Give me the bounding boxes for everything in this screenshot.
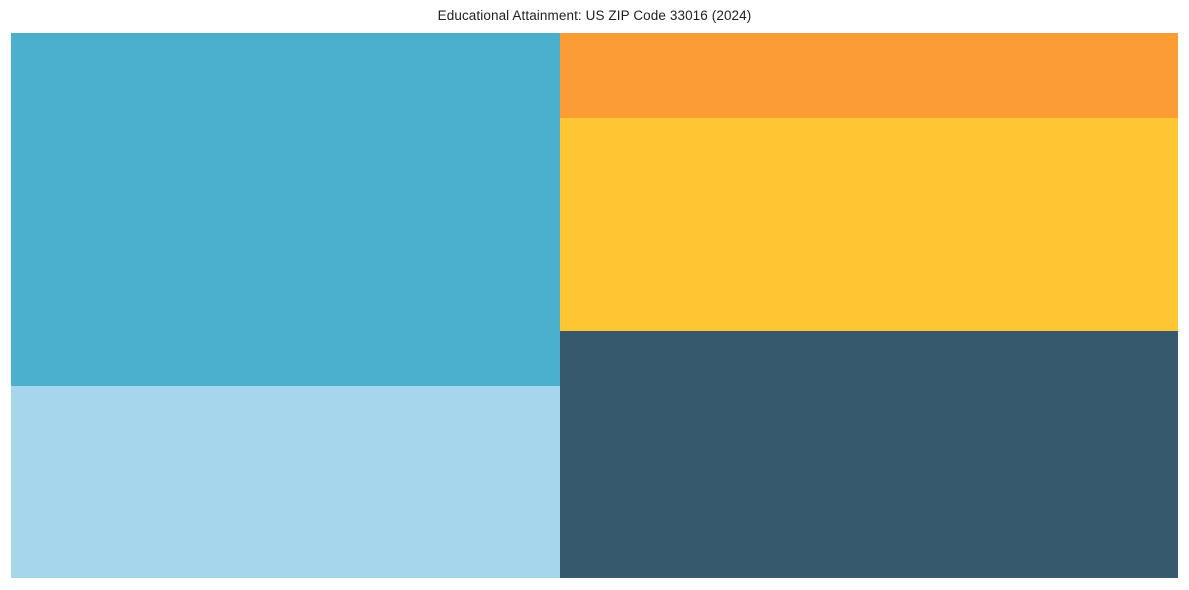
treemap-tile-some-college-no-degree[interactable]: Some college, no degree xyxy=(11,385,560,578)
page-title: Educational Attainment: US ZIP Code 3301… xyxy=(437,8,752,23)
treemap-tile-bachelors-degree[interactable]: Bachelor's degree xyxy=(559,331,1178,578)
treemap-tile-associates-degree[interactable]: Associate's degree xyxy=(559,118,1178,331)
treemap-column-left: High school graduate (includes equivalen… xyxy=(11,33,560,578)
treemap-plot-area: High school graduate (includes equivalen… xyxy=(11,33,1178,578)
treemap-column-right: Graduate or professional degree Associat… xyxy=(559,33,1178,578)
treemap-tile-high-school-graduate[interactable]: High school graduate (includes equivalen… xyxy=(11,33,560,386)
treemap-tile-graduate-or-professional-degree[interactable]: Graduate or professional degree xyxy=(559,33,1178,119)
